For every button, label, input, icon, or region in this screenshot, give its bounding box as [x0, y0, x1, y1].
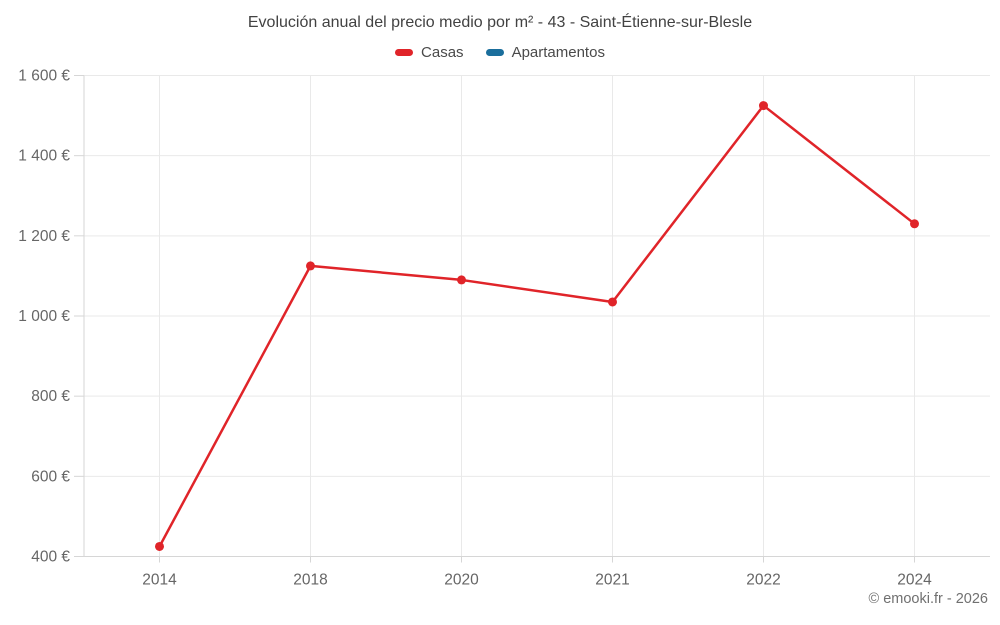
- data-point[interactable]: [155, 541, 164, 551]
- y-tick-label: 1 200 €: [18, 228, 70, 245]
- y-tick-label: 800 €: [31, 388, 70, 405]
- legend: Casas Apartamentos: [0, 44, 1000, 61]
- x-tick-label: 2018: [293, 572, 327, 589]
- series-line-casas: [158, 104, 916, 548]
- data-point[interactable]: [457, 275, 466, 285]
- chart-title: Evolución anual del precio medio por m² …: [247, 14, 753, 31]
- legend-label-apartamentos: Apartamentos: [511, 44, 605, 61]
- credit-text: © emooki.fr - 2026: [868, 591, 988, 607]
- y-tick-label: 400 €: [31, 549, 70, 566]
- legend-item-casas[interactable]: Casas: [395, 44, 464, 61]
- x-tick-label: 2020: [444, 572, 479, 589]
- data-point[interactable]: [759, 101, 768, 111]
- legend-item-apartamentos[interactable]: Apartamentos: [485, 44, 605, 61]
- y-tick-label: 1 400 €: [18, 148, 70, 165]
- x-tick-label: 2021: [595, 572, 629, 589]
- y-tick-label: 1 000 €: [18, 308, 70, 325]
- data-point[interactable]: [306, 261, 315, 271]
- y-tick-label: 1 600 €: [18, 68, 70, 85]
- data-point[interactable]: [910, 219, 919, 229]
- x-tick-label: 2024: [897, 572, 932, 589]
- y-tick-label: 600 €: [31, 468, 70, 485]
- legend-label-casas: Casas: [421, 44, 464, 61]
- x-tick-label: 2014: [142, 572, 177, 589]
- legend-swatch-apartamentos-icon: [485, 49, 504, 56]
- x-tick-label: 2022: [746, 572, 780, 589]
- data-point[interactable]: [608, 297, 617, 307]
- legend-swatch-casas-icon: [395, 49, 414, 56]
